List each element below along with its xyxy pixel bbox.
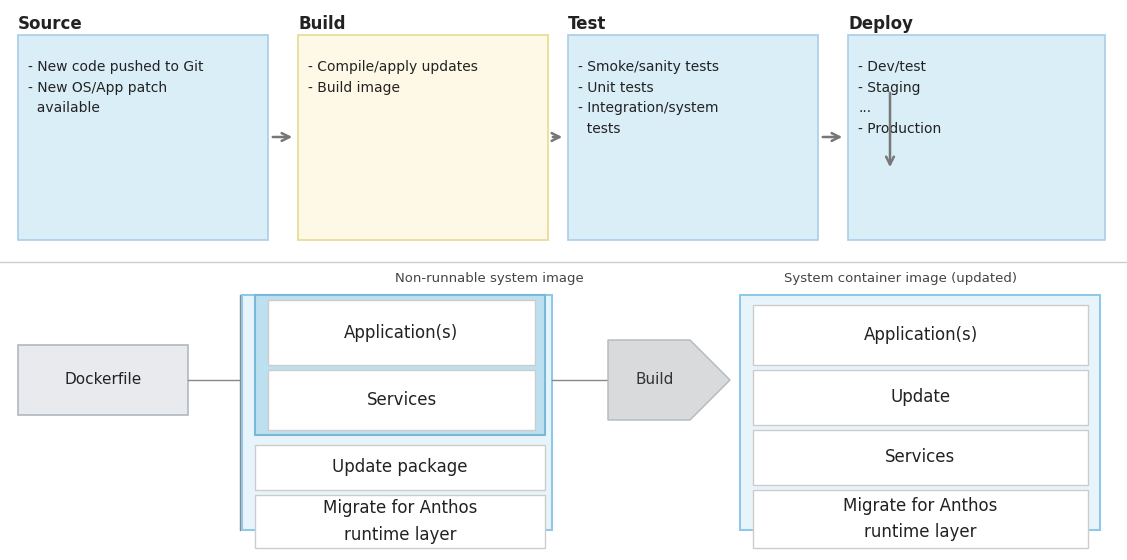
FancyBboxPatch shape xyxy=(298,35,548,240)
FancyBboxPatch shape xyxy=(255,495,545,548)
Text: - Dev/test
- Staging
...
- Production: - Dev/test - Staging ... - Production xyxy=(858,60,941,136)
Text: Build: Build xyxy=(636,372,674,388)
FancyBboxPatch shape xyxy=(740,295,1100,530)
FancyBboxPatch shape xyxy=(18,345,188,415)
Text: System container image (updated): System container image (updated) xyxy=(783,272,1017,285)
FancyBboxPatch shape xyxy=(255,445,545,490)
Text: - Smoke/sanity tests
- Unit tests
- Integration/system
  tests: - Smoke/sanity tests - Unit tests - Inte… xyxy=(578,60,719,136)
Text: Services: Services xyxy=(886,449,956,466)
Text: - Compile/apply updates
- Build image: - Compile/apply updates - Build image xyxy=(308,60,478,95)
Text: Migrate for Anthos
runtime layer: Migrate for Anthos runtime layer xyxy=(843,497,997,541)
Text: Update package: Update package xyxy=(332,459,468,477)
Text: Source: Source xyxy=(18,15,82,33)
FancyBboxPatch shape xyxy=(848,35,1104,240)
FancyBboxPatch shape xyxy=(268,300,535,365)
Text: Dockerfile: Dockerfile xyxy=(64,372,142,388)
Polygon shape xyxy=(607,340,730,420)
FancyBboxPatch shape xyxy=(753,305,1088,365)
Text: Build: Build xyxy=(298,15,346,33)
Text: Application(s): Application(s) xyxy=(345,324,459,342)
FancyBboxPatch shape xyxy=(18,35,268,240)
FancyBboxPatch shape xyxy=(568,35,818,240)
Text: Services: Services xyxy=(366,391,436,409)
Text: Deploy: Deploy xyxy=(848,15,913,33)
Text: Application(s): Application(s) xyxy=(863,326,977,344)
FancyBboxPatch shape xyxy=(268,370,535,430)
FancyBboxPatch shape xyxy=(242,295,552,530)
Text: Update: Update xyxy=(890,389,950,407)
Text: - New code pushed to Git
- New OS/App patch
  available: - New code pushed to Git - New OS/App pa… xyxy=(28,60,204,115)
FancyBboxPatch shape xyxy=(753,490,1088,548)
FancyBboxPatch shape xyxy=(255,295,545,435)
Text: Test: Test xyxy=(568,15,606,33)
Text: Non-runnable system image: Non-runnable system image xyxy=(394,272,584,285)
Text: Migrate for Anthos
runtime layer: Migrate for Anthos runtime layer xyxy=(322,500,477,544)
FancyBboxPatch shape xyxy=(753,430,1088,485)
FancyBboxPatch shape xyxy=(753,370,1088,425)
